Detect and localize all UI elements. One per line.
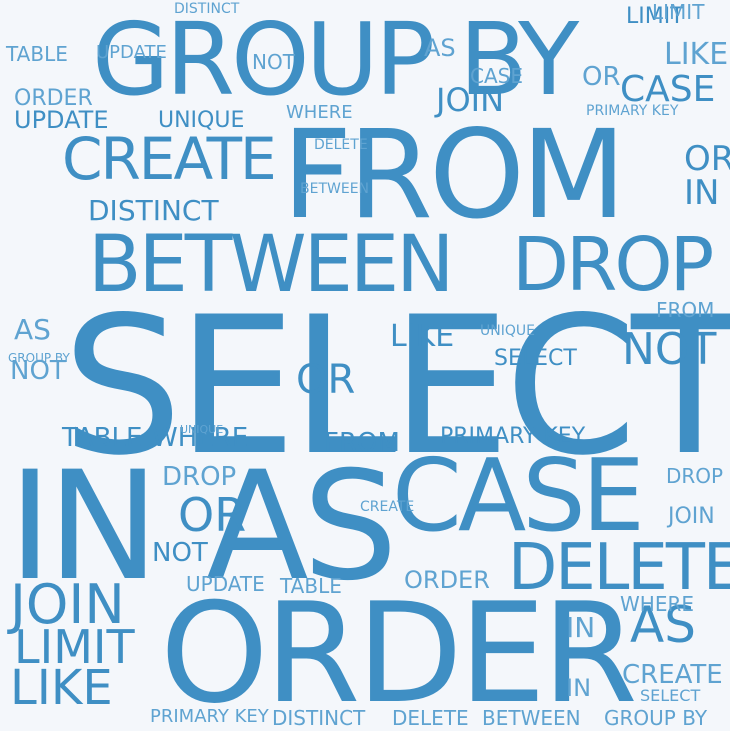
word: DELETE [508, 531, 730, 605]
word: TABLE [62, 423, 143, 453]
word: CREATE [622, 660, 723, 690]
word: JOIN [436, 81, 504, 119]
word: PRIMARY KEY [150, 706, 269, 727]
word: DROP [162, 462, 237, 492]
word: LIMIT [626, 4, 684, 29]
word: DROP [512, 222, 714, 308]
word: DISTINCT [88, 194, 219, 227]
word: WHERE [152, 423, 249, 453]
word: ORDER [160, 573, 638, 731]
word: DISTINCT [174, 1, 240, 17]
word: CREATE [62, 125, 277, 193]
word: JOIN [668, 504, 715, 529]
word: GROUP BY [92, 1, 579, 118]
word: SELECT [62, 276, 730, 497]
word: BETWEEN [482, 706, 581, 730]
word: NOT [252, 50, 295, 74]
word: IN [566, 611, 596, 644]
word: DELETE [392, 706, 469, 730]
word: NOT [10, 356, 66, 386]
word: IN [566, 674, 592, 702]
word: PRIMARY KEY [586, 103, 679, 119]
word: ORDER [404, 566, 490, 594]
word: LIKE [10, 660, 113, 716]
word: DELETE [314, 137, 368, 153]
word: FROM [282, 104, 626, 246]
word: LIMIT [652, 0, 705, 24]
word: SELECT [494, 346, 577, 371]
word: ORDER [14, 86, 93, 111]
word: BETWEEN [300, 181, 370, 197]
word: LIKE [390, 319, 455, 354]
word: DISTINCT [272, 706, 366, 730]
word: JOIN [10, 573, 125, 636]
word: TABLE [280, 574, 342, 598]
word: OR [296, 357, 356, 403]
word: CASE [620, 69, 716, 110]
word: CASE [392, 437, 645, 554]
word: UNIQUE [480, 323, 535, 339]
word: WHERE [620, 592, 694, 616]
word: UPDATE [14, 106, 109, 134]
word: TABLE [6, 42, 68, 66]
word: NOT [622, 324, 717, 375]
word: LIKE [664, 37, 729, 72]
word: BETWEEN [88, 220, 454, 310]
word: DROP [666, 464, 724, 488]
word: CASE [470, 64, 523, 88]
word: SELECT [640, 686, 701, 705]
word: PRIMARY KEY [440, 424, 586, 449]
word: AS [424, 34, 456, 62]
word: WHERE [286, 102, 353, 123]
word: LIMIT [14, 620, 135, 674]
word: UNIQUE [158, 108, 245, 133]
word: AS [206, 440, 398, 614]
word: NOT [152, 538, 208, 568]
word: OR [684, 139, 730, 179]
word: UPDATE [186, 572, 265, 596]
word: FROM [324, 428, 400, 458]
word: AS [630, 596, 696, 654]
word: GROUP BY [604, 706, 708, 730]
word: IN [684, 173, 720, 213]
word: UNIQUE [180, 423, 224, 436]
word: OR [582, 62, 621, 92]
word: CREATE [360, 499, 415, 515]
word: UPDATE [96, 42, 167, 63]
word: IN [8, 440, 159, 614]
word: GROUP BY [8, 351, 70, 365]
word: FROM [656, 298, 715, 322]
word: OR [178, 488, 247, 542]
word: AS [14, 313, 51, 346]
